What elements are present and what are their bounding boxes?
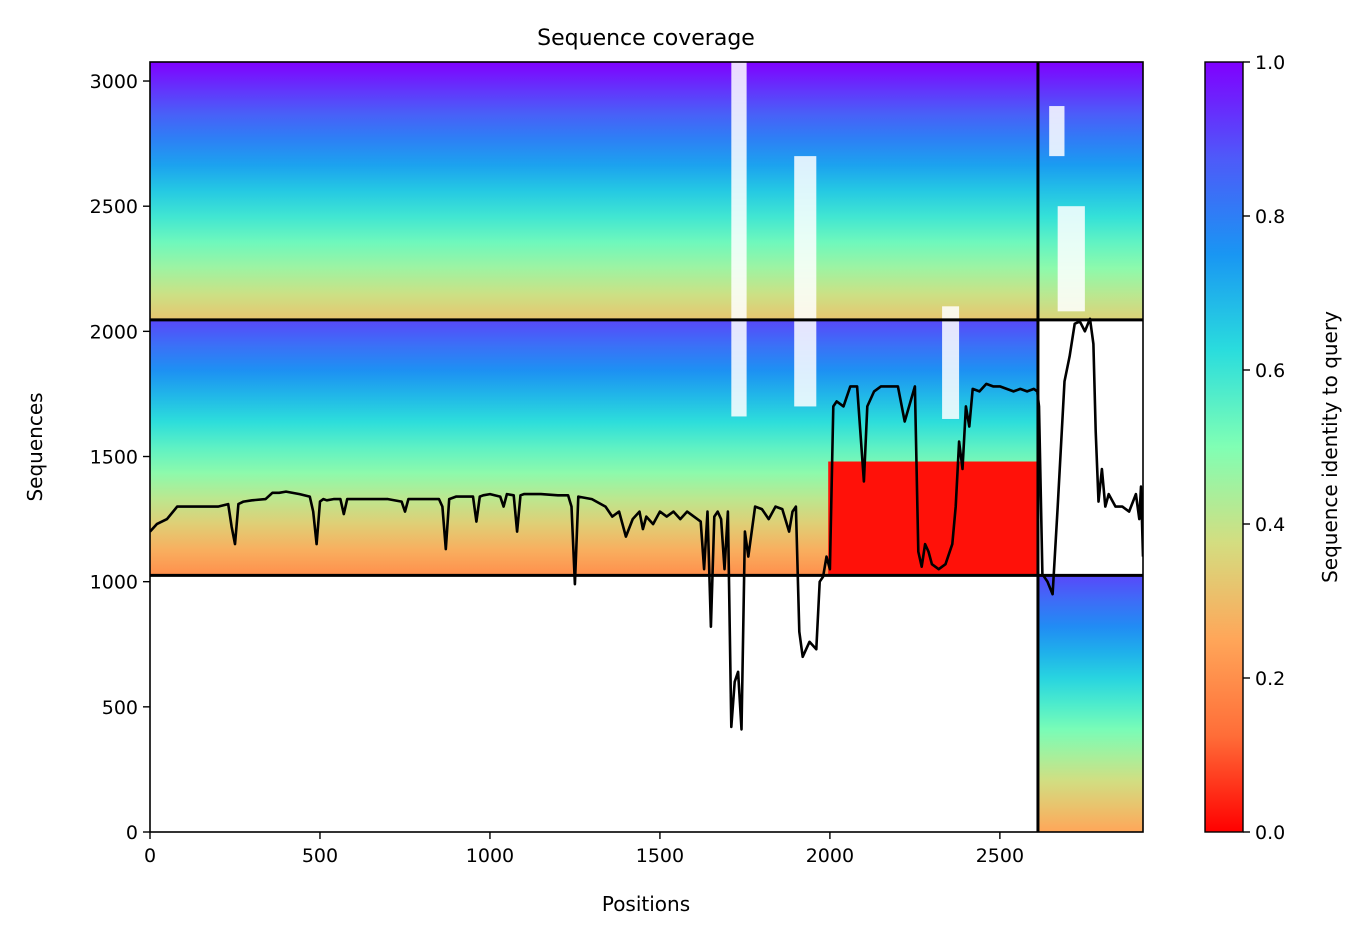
colorbar-tick-label: 0.2 <box>1255 668 1285 690</box>
colorbar <box>1204 61 1244 833</box>
y-tick-label: 3000 <box>90 71 138 93</box>
colorbar-tick-label: 0.8 <box>1255 206 1285 228</box>
msa-block <box>828 461 1038 576</box>
y-tick-label: 1500 <box>90 447 138 469</box>
plot-area <box>150 62 1143 832</box>
colorbar-label: Sequence identity to query <box>1318 311 1342 583</box>
x-tick-label: 500 <box>302 845 338 867</box>
x-tick-label: 0 <box>144 845 156 867</box>
msa-heatmap <box>150 62 1143 832</box>
colorbar-tick-label: 0.4 <box>1255 514 1285 536</box>
gap-columns <box>731 62 1085 419</box>
msa-block <box>150 62 1038 320</box>
colorbar-tick-label: 0.0 <box>1255 822 1285 844</box>
y-tick-label: 500 <box>102 697 138 719</box>
y-tick-label: 0 <box>126 822 138 844</box>
colorbar-ticks: 0.0 0.2 0.4 0.6 0.8 1.0 <box>1243 52 1285 844</box>
coverage-line-layer <box>150 317 1143 731</box>
gap-column <box>1049 106 1065 157</box>
y-axis-label: Sequences <box>23 392 47 501</box>
gap-column <box>1057 206 1085 312</box>
y-tick-label: 2500 <box>90 196 138 218</box>
x-tick-label: 2500 <box>976 845 1024 867</box>
y-tick-label: 1000 <box>90 572 138 594</box>
x-tick-label: 1000 <box>466 845 514 867</box>
msa-block <box>1037 62 1143 320</box>
x-axis-ticks: 0 500 1000 1500 2000 2500 <box>144 832 1024 867</box>
x-tick-label: 2000 <box>806 845 854 867</box>
chart-title: Sequence coverage <box>537 26 755 51</box>
colorbar-tick-label: 1.0 <box>1255 52 1285 74</box>
y-axis-ticks: 0 500 1000 1500 2000 2500 3000 <box>90 71 150 844</box>
coverage-line <box>150 317 1143 731</box>
gap-column <box>942 306 960 419</box>
gap-column <box>731 62 747 417</box>
gap-column <box>794 156 817 407</box>
x-tick-label: 1500 <box>636 845 684 867</box>
y-tick-label: 2000 <box>90 321 138 343</box>
x-axis-label: Positions <box>602 892 690 916</box>
msa-block <box>1037 575 1143 832</box>
block-boundaries <box>150 62 1143 832</box>
colorbar-tick-label: 0.6 <box>1255 360 1285 382</box>
plot-frame <box>149 61 1144 833</box>
